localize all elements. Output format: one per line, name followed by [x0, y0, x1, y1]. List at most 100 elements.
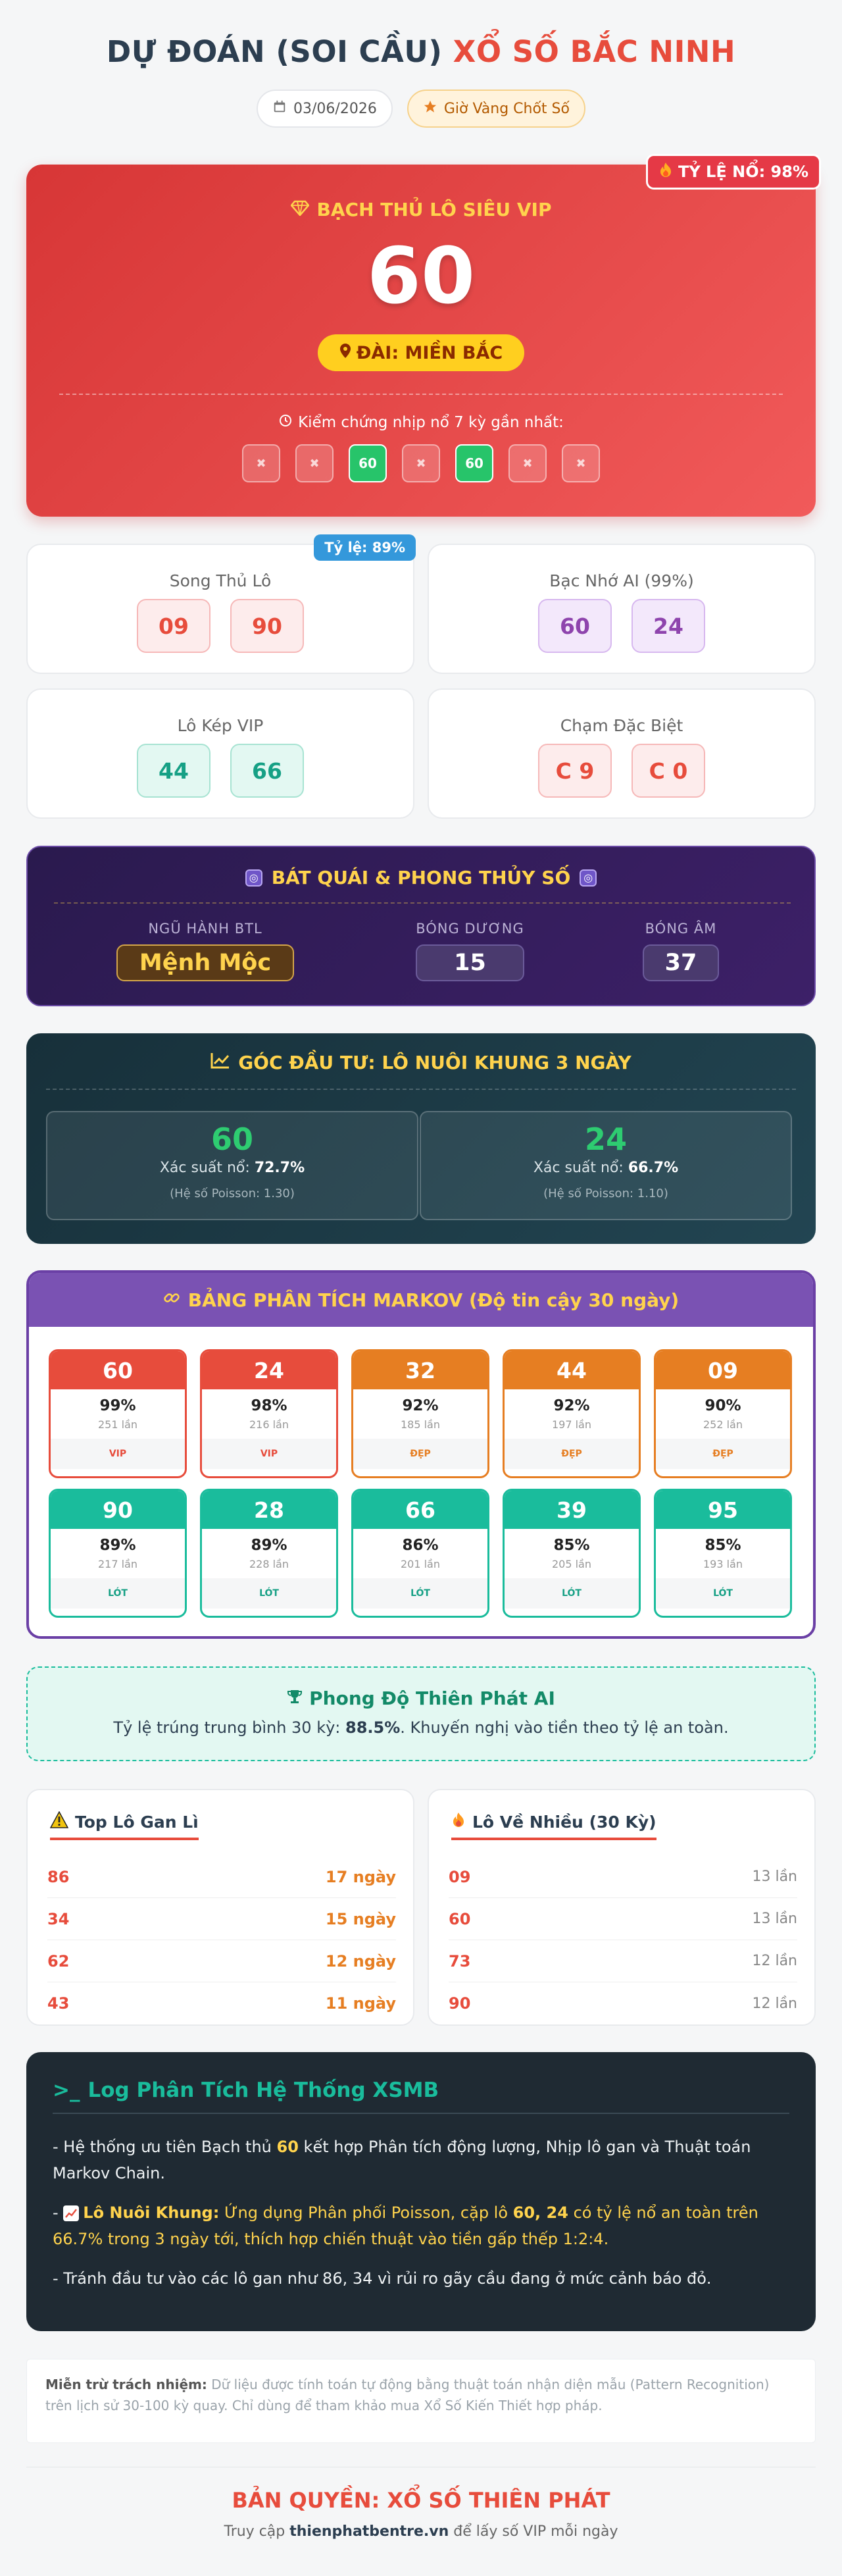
log-highlight: 60 — [276, 2138, 299, 2156]
log-text: - — [53, 2203, 64, 2222]
markov-number: 44 — [505, 1351, 639, 1389]
lo-ve-list: 09 13 lần 60 13 lần 73 12 lần 90 12 lần — [449, 1856, 797, 2024]
link-icon — [163, 1289, 180, 1311]
markov-percent: 86% — [402, 1537, 439, 1554]
log-body: - Hệ thống ưu tiên Bạch thủ 60 kết hợp P… — [53, 2134, 789, 2305]
date-text: 03/06/2026 — [293, 100, 377, 117]
bong-duong-label: BÓNG DƯƠNG — [416, 921, 524, 937]
verify-text: Kiểm chứng nhịp nổ 7 kỳ gần nhất: — [298, 414, 564, 431]
lo-ve-title-text: Lô Về Nhiều (30 Kỳ) — [472, 1812, 656, 1832]
form-title: Phong Độ Thiên Phát AI — [28, 1687, 814, 1709]
markov-grid: 60 99% 251 lần VIP 24 98% 216 lần VIP 32 92% 185 l… — [49, 1349, 793, 1618]
form-rate: 88.5% — [345, 1718, 401, 1737]
markov-percent: 89% — [99, 1537, 136, 1554]
list-item-number: 86 — [47, 1867, 70, 1886]
verify-label: Kiểm chứng nhịp nổ 7 kỳ gần nhất: — [26, 413, 816, 432]
diamond-icon — [289, 199, 310, 220]
markov-cell: 44 92% 197 lần ĐẸP — [503, 1349, 641, 1478]
footer-site-link[interactable]: thienphatbentre.vn — [289, 2523, 449, 2540]
markov-percent: 98% — [251, 1397, 287, 1414]
cham-title: Chạm Đặc Biệt — [560, 716, 683, 735]
page-title: DỰ ĐOÁN (SOI CẦU) XỔ SỐ BẮC NINH — [0, 34, 842, 69]
bat-quai-divider — [54, 902, 791, 904]
log-text: Ứng dụng Phân phối Poisson, cặp lô — [219, 2203, 513, 2222]
list-item: 09 13 lần — [449, 1856, 797, 1898]
history-hit: 60 — [455, 444, 493, 482]
cham-card: Chạm Đặc Biệt C 9 C 0 — [428, 688, 816, 819]
markov-count: 216 lần — [249, 1418, 289, 1431]
markov-percent: 99% — [99, 1397, 136, 1414]
markov-number: 95 — [656, 1491, 790, 1529]
disclaimer-label: Miễn trừ trách nhiệm: — [45, 2377, 207, 2392]
lo-kep-number: 66 — [230, 744, 304, 798]
hit-rate-badge: TỶ LỆ NỔ: 98% — [645, 154, 821, 190]
list-item-number: 34 — [47, 1909, 70, 1928]
markov-cell: 09 90% 252 lần ĐẸP — [654, 1349, 792, 1478]
log-divider — [53, 2113, 789, 2114]
markov-cell: 32 92% 185 lần ĐẸP — [351, 1349, 489, 1478]
station-badge: ĐÀI: MIỀN BẮC — [318, 334, 524, 371]
investment-item: 24 Xác suất nổ: 66.7% (Hệ số Poisson: 1.… — [420, 1111, 792, 1220]
log-highlight: 60, 24 — [512, 2203, 568, 2222]
history-miss: ✖ — [402, 444, 440, 482]
poisson-value: (Hệ số Poisson: 1.10) — [543, 1187, 668, 1200]
list-item: 43 11 ngày — [47, 1982, 396, 2024]
bac-nho-card: Bạc Nhớ AI (99%) 60 24 — [428, 544, 816, 674]
cham-number: C 9 — [538, 744, 612, 798]
log-text: có tỷ lệ nổ an toàn trên 66.7% trong 3 n… — [53, 2203, 758, 2248]
markov-percent: 85% — [705, 1537, 741, 1554]
markov-cell: 39 85% 205 lần LÓT — [503, 1489, 641, 1618]
markov-number: 28 — [202, 1491, 336, 1529]
markov-cell: 24 98% 216 lần VIP — [200, 1349, 338, 1478]
list-item: 86 17 ngày — [47, 1856, 396, 1898]
markov-percent: 90% — [705, 1397, 741, 1414]
log-text: - Hệ thống ưu tiên Bạch thủ — [53, 2138, 277, 2156]
investment-prob: Xác suất nổ: 66.7% — [421, 1160, 791, 1176]
list-item-number: 60 — [449, 1909, 471, 1928]
history-hit: 60 — [349, 444, 387, 482]
prob-label: Xác suất nổ: — [533, 1160, 624, 1176]
hero-heading-text: BẠCH THỦ LÔ SIÊU VIP — [316, 199, 552, 220]
bong-am-block: BÓNG ÂM 37 — [643, 921, 719, 981]
form-section: Phong Độ Thiên Phát AI Tỷ lệ trúng trung… — [26, 1666, 816, 1761]
markov-count: 252 lần — [703, 1418, 743, 1431]
log-line: - Hệ thống ưu tiên Bạch thủ 60 kết hợp P… — [53, 2134, 789, 2186]
bat-quai-title: ◎ BÁT QUÁI & PHONG THỦY SỐ ◎ — [28, 867, 814, 889]
markov-tag: ĐẸP — [656, 1439, 790, 1469]
lo-ve-card: Lô Về Nhiều (30 Kỳ) 09 13 lần 60 13 lần 73 12… — [428, 1789, 816, 2026]
lo-ve-title: Lô Về Nhiều (30 Kỳ) — [451, 1811, 656, 1840]
markov-number: 09 — [656, 1351, 790, 1389]
calendar-icon — [272, 99, 287, 118]
bac-nho-title: Bạc Nhớ AI (99%) — [549, 571, 694, 590]
disclaimer: Miễn trừ trách nhiệm: Dữ liệu được tính … — [26, 2359, 816, 2443]
markov-tag: LÓT — [51, 1578, 185, 1609]
investment-divider — [46, 1089, 796, 1090]
title-accent: XỔ SỐ BẮC NINH — [453, 34, 736, 69]
meta-row: 03/06/2026 Giờ Vàng Chốt Số — [0, 90, 842, 128]
song-thu-title: Song Thủ Lô — [169, 571, 272, 590]
station-text: ĐÀI: MIỀN BẮC — [356, 342, 503, 363]
list-item-value: 17 ngày — [325, 1867, 396, 1886]
list-item: 60 13 lần — [449, 1898, 797, 1940]
markov-count: 205 lần — [551, 1558, 591, 1570]
hit-rate-text: TỶ LỆ NỔ: 98% — [678, 163, 808, 181]
form-text-a: Tỷ lệ trúng trung bình 30 kỳ: — [113, 1718, 346, 1737]
top-gan-list: 86 17 ngày 34 15 ngày 62 12 ngày 43 11 ngày — [47, 1856, 396, 2024]
markov-cell: 95 85% 193 lần LÓT — [654, 1489, 792, 1618]
list-item-value: 11 ngày — [325, 1994, 396, 2013]
warning-icon — [49, 1811, 69, 1832]
bach-thu-number: 60 — [366, 230, 476, 321]
golden-hour-pill: Giờ Vàng Chốt Số — [407, 90, 585, 128]
history-miss: ✖ — [295, 444, 334, 482]
form-title-text: Phong Độ Thiên Phát AI — [309, 1687, 555, 1709]
markov-tag: LÓT — [353, 1578, 487, 1609]
markov-cell: 90 89% 217 lần LÓT — [49, 1489, 187, 1618]
markov-number: 90 — [51, 1491, 185, 1529]
top-gan-card: Top Lô Gan Lì 86 17 ngày 34 15 ngày 62 12 ngà… — [26, 1789, 414, 2026]
markov-number: 66 — [353, 1491, 487, 1529]
list-item-number: 09 — [449, 1867, 471, 1886]
investment-title-text: GÓC ĐẦU TƯ: LÔ NUÔI KHUNG 3 NGÀY — [238, 1052, 632, 1073]
history-miss: ✖ — [508, 444, 547, 482]
markov-tag: LÓT — [202, 1578, 336, 1609]
